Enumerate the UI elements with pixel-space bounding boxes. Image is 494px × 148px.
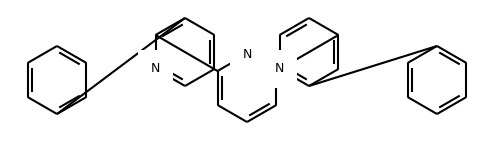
Text: N: N [275, 62, 284, 75]
Text: N: N [151, 62, 160, 75]
Text: N: N [243, 48, 251, 61]
